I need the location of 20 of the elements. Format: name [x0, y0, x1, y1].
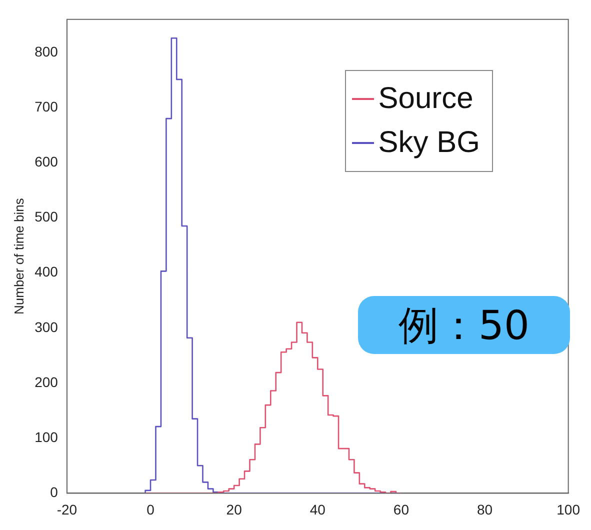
legend-label: Sky BG	[378, 125, 480, 161]
x-tick-label: 40	[310, 501, 326, 518]
x-tick-label: 20	[226, 501, 242, 518]
y-tick-label: 0	[50, 484, 58, 500]
y-tick-label: 500	[34, 208, 58, 225]
y-tick-label: 700	[34, 98, 58, 114]
y-tick-label: 600	[34, 154, 58, 170]
annotation: 例：50	[358, 296, 570, 354]
x-tick-label: 0	[146, 501, 155, 518]
y-tick-label: 400	[34, 264, 58, 280]
y-tick-label: 100	[34, 428, 58, 445]
x-tick-label: 60	[393, 501, 410, 518]
legend-label: Source	[378, 81, 474, 117]
x-tick-label: 100	[556, 501, 580, 518]
y-tick-label: 800	[34, 43, 58, 60]
y-tick-label: 300	[34, 318, 58, 335]
x-tick-label: 80	[476, 501, 493, 518]
y-axis-title: Number of time bins	[11, 198, 26, 314]
x-tick-label: -20	[56, 501, 78, 518]
y-tick-label: 200	[34, 374, 58, 390]
